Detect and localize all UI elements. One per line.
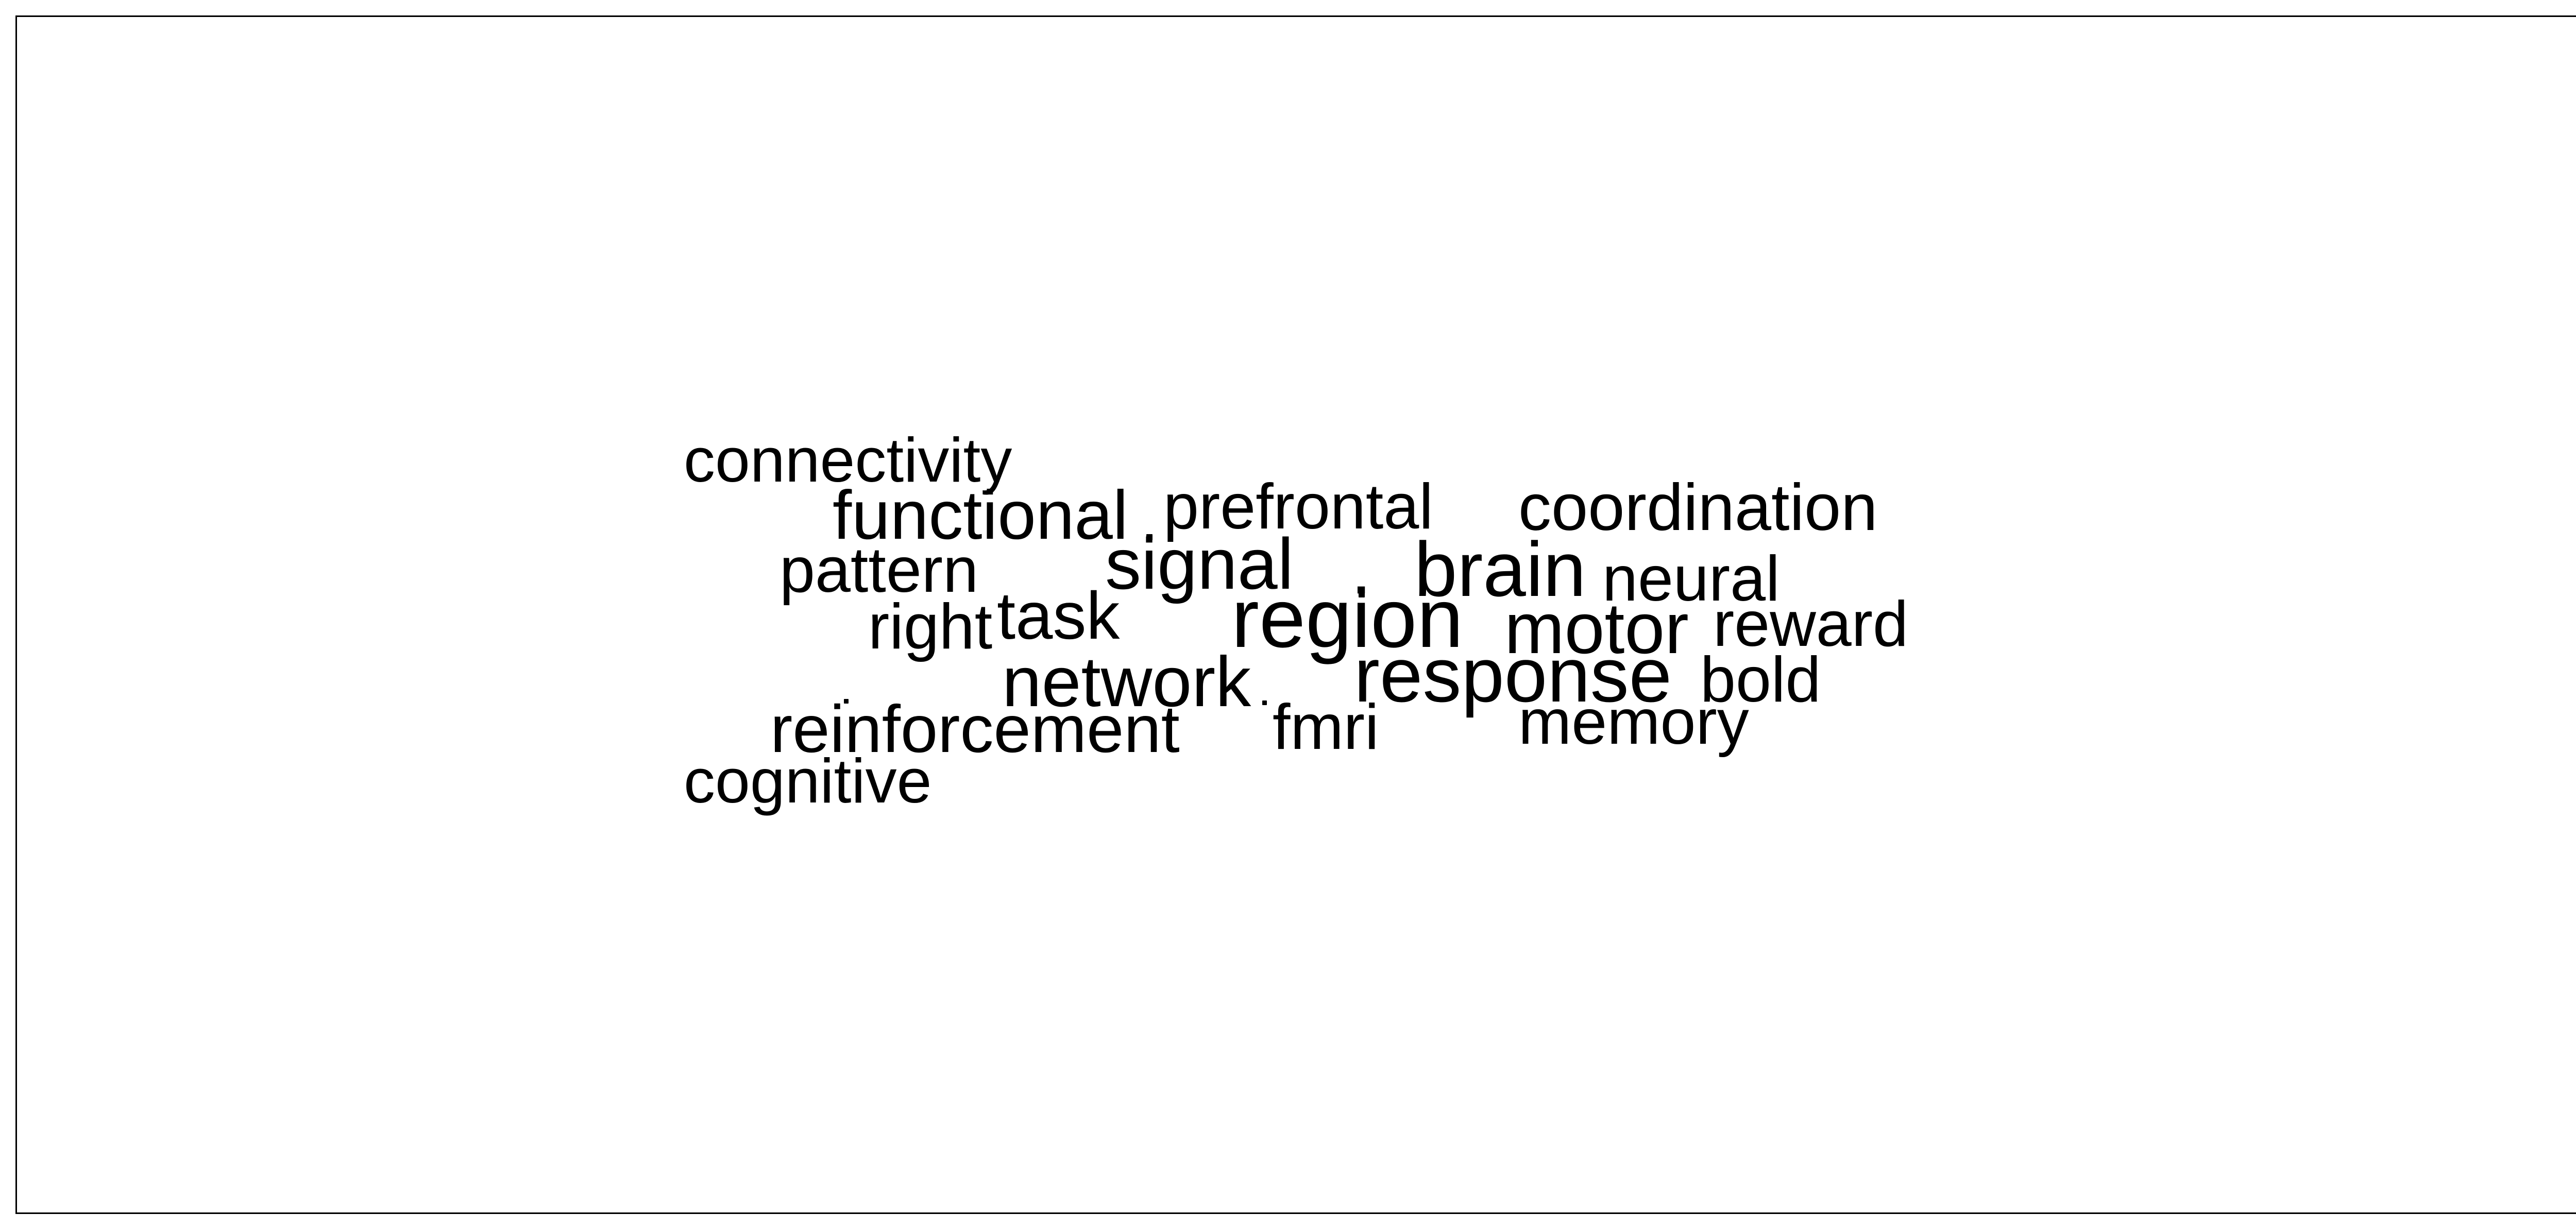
word-coordination: coordination (1518, 471, 1878, 544)
tiny-word-dot (1146, 534, 1153, 540)
word-functional: functional (833, 477, 1128, 554)
word-memory: memory (1518, 687, 1749, 758)
word-pattern: pattern (779, 535, 979, 606)
word-fmri: fmri (1273, 692, 1379, 763)
word-task: task (997, 578, 1120, 653)
plot-frame (15, 15, 2576, 1214)
word-neural: neural (1602, 543, 1780, 614)
word-reward: reward (1713, 589, 1909, 660)
word-signal: signal (1105, 523, 1294, 604)
word-response: response (1354, 631, 1672, 718)
word-prefrontal: prefrontal (1163, 471, 1433, 542)
word-bold: bold (1700, 644, 1821, 715)
word-connectivity: connectivity (684, 425, 1012, 495)
word-network: network (1002, 642, 1251, 722)
tiny-word-dot (844, 699, 849, 704)
word-reinforcement: reinforcement (770, 691, 1180, 766)
word-right: right (868, 591, 993, 662)
tiny-word-dot (1359, 591, 1365, 597)
word-motor: motor (1504, 588, 1689, 669)
tiny-word-dot (1262, 700, 1267, 705)
word-cognitive: cognitive (684, 746, 932, 816)
word-brain: brain (1414, 526, 1586, 612)
word-region: region (1231, 572, 1464, 665)
